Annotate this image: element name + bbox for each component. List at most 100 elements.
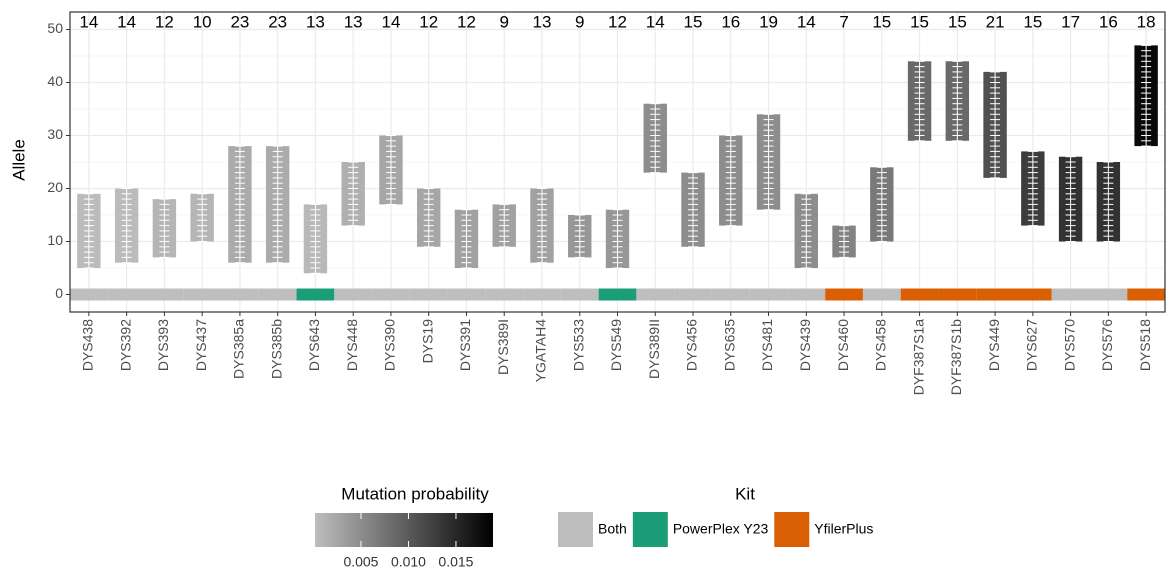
count-label: 15 (872, 12, 891, 31)
kit-strip (938, 288, 977, 301)
x-tick-label: DYS393 (155, 319, 171, 371)
legend-label: YfilerPlus (814, 521, 873, 537)
kit-strip (862, 288, 901, 301)
x-tick-label: YGATAH4 (533, 319, 549, 382)
kit-strip (749, 288, 788, 301)
x-tick-label: DYS449 (986, 319, 1002, 371)
count-label: 15 (910, 12, 929, 31)
kit-strip (447, 288, 486, 301)
y-tick-label: 20 (47, 179, 63, 195)
colorbar-tick-label: 0.010 (391, 554, 426, 570)
count-label: 14 (797, 12, 816, 31)
count-label: 9 (499, 12, 508, 31)
y-tick-label: 40 (47, 73, 63, 89)
kit-strip (409, 288, 448, 301)
x-tick-label: DYS389II (646, 319, 662, 379)
kit-strip (598, 288, 637, 301)
legend-swatch (632, 512, 668, 547)
count-label: 13 (306, 12, 325, 31)
x-tick-label: DYS456 (684, 319, 700, 371)
count-label: 16 (721, 12, 740, 31)
kit-strip (1051, 288, 1090, 301)
x-tick-label: DYF387S1b (948, 319, 964, 395)
kit-strip (1013, 288, 1052, 301)
kit-strip (825, 288, 863, 301)
y-tick-label: 50 (47, 20, 63, 36)
kit-strip (296, 288, 335, 301)
kit-strip (107, 288, 146, 301)
count-label: 23 (230, 12, 249, 31)
x-tick-label: DYS635 (721, 319, 737, 371)
x-tick-label: DYS438 (80, 319, 96, 371)
kit-strip (900, 288, 939, 301)
count-label: 18 (1137, 12, 1156, 31)
legend-label: PowerPlex Y23 (673, 521, 769, 537)
count-label: 16 (1099, 12, 1118, 31)
count-label: 15 (684, 12, 703, 31)
count-label: 15 (1023, 12, 1042, 31)
y-tick-label: 10 (47, 232, 63, 248)
count-label: 10 (193, 12, 212, 31)
y-tick-label: 30 (47, 126, 63, 142)
kit-strip (70, 288, 108, 301)
x-tick-label: DYS448 (344, 319, 360, 371)
count-label: 12 (457, 12, 476, 31)
colorbar (315, 513, 493, 547)
x-tick-label: DYS391 (457, 319, 473, 371)
y-tick-label: 0 (55, 285, 63, 301)
count-label: 14 (79, 12, 98, 31)
count-label: 13 (344, 12, 363, 31)
color-legend-title: Mutation probability (341, 484, 489, 503)
x-tick-label: DYS627 (1024, 319, 1040, 371)
count-label: 23 (268, 12, 287, 31)
x-tick-label: DYS385a (231, 319, 247, 379)
kit-strip (711, 288, 750, 301)
x-tick-label: DYS481 (759, 319, 775, 371)
count-label: 9 (575, 12, 584, 31)
count-label: 12 (155, 12, 174, 31)
x-tick-label: DYS643 (306, 319, 322, 371)
count-label: 7 (839, 12, 848, 31)
legend-swatch (774, 512, 810, 547)
plot-border (69, 11, 1166, 313)
colorbar-tick-label: 0.005 (343, 554, 378, 570)
x-tick-label: DYS437 (193, 319, 209, 371)
kit-strip (485, 288, 524, 301)
kit-strip (372, 288, 410, 301)
x-tick-label: DYS518 (1137, 319, 1153, 371)
x-tick-label: DYS549 (608, 319, 624, 371)
x-tick-label: DYS570 (1061, 319, 1077, 371)
x-tick-label: DYS19 (419, 319, 435, 364)
kit-strip (183, 288, 222, 301)
kit-strip (145, 288, 184, 301)
colorbar-tick-label: 0.015 (438, 554, 473, 570)
count-label: 13 (533, 12, 552, 31)
x-tick-label: DYS533 (570, 319, 586, 371)
y-axis-label: Allele (9, 139, 28, 181)
kit-strip (1089, 288, 1128, 301)
count-label: 17 (1061, 12, 1080, 31)
kit-strip (674, 288, 712, 301)
x-tick-label: DYS458 (873, 319, 889, 371)
count-label: 15 (948, 12, 967, 31)
x-tick-label: DYS392 (117, 319, 133, 371)
kit-strip (334, 288, 373, 301)
x-tick-label: DYS389I (495, 319, 511, 375)
kit-strip (523, 288, 561, 301)
count-label: 14 (646, 12, 665, 31)
x-tick-label: DYS460 (835, 319, 851, 371)
legend-label: Both (598, 521, 627, 537)
x-tick-label: DYS390 (382, 319, 398, 371)
legend-swatch (558, 512, 593, 547)
count-label: 14 (117, 12, 136, 31)
kit-strip (258, 288, 297, 301)
kit-strip (560, 288, 599, 301)
x-tick-label: DYS385b (268, 319, 284, 379)
kit-strip (636, 288, 675, 301)
kit-strip (1127, 288, 1165, 301)
x-tick-label: DYF387S1a (910, 319, 926, 395)
kit-legend-title: Kit (735, 484, 755, 503)
count-label: 19 (759, 12, 778, 31)
kit-strip (221, 288, 259, 301)
